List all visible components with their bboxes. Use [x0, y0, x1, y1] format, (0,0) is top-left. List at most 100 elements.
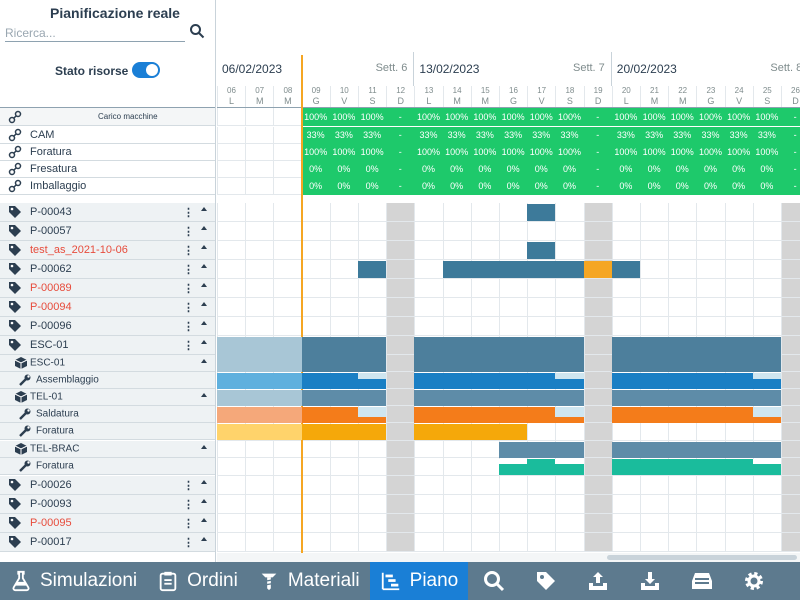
- order-row[interactable]: P-00017 ⋮: [0, 533, 215, 552]
- kebab-icon[interactable]: ⋮: [183, 537, 194, 549]
- nav-settings[interactable]: [728, 562, 780, 600]
- order-row[interactable]: P-00062 ⋮: [0, 260, 215, 279]
- order-row[interactable]: P-00043 ⋮: [0, 203, 215, 222]
- resource-row[interactable]: CAM: [0, 127, 215, 144]
- collapse-caret-icon[interactable]: [201, 537, 207, 541]
- resource-row[interactable]: Fresatura: [0, 161, 215, 178]
- collapse-caret-icon[interactable]: [201, 321, 207, 325]
- gantt-bar[interactable]: [752, 459, 781, 464]
- gantt-bar[interactable]: [611, 373, 781, 389]
- order-row[interactable]: test_as_2021-10-06 ⋮: [0, 241, 215, 260]
- sub-item-row[interactable]: TEL-01: [0, 389, 215, 406]
- gantt-bar[interactable]: [583, 261, 612, 278]
- collapse-caret-icon[interactable]: [201, 393, 207, 397]
- gantt-bar[interactable]: [358, 373, 387, 379]
- collapse-caret-icon[interactable]: [201, 480, 207, 484]
- stato-risorse-toggle[interactable]: [132, 62, 160, 78]
- resource-row[interactable]: Foratura: [0, 144, 215, 161]
- horizontal-scrollbar[interactable]: [217, 553, 800, 562]
- gantt-bar[interactable]: [301, 337, 387, 372]
- collapse-caret-icon[interactable]: [201, 283, 207, 287]
- search-input[interactable]: [5, 24, 185, 42]
- gantt-bar[interactable]: [217, 407, 302, 423]
- kebab-icon[interactable]: ⋮: [183, 321, 194, 333]
- gantt-bar[interactable]: [611, 442, 781, 458]
- gantt-bar[interactable]: [414, 390, 584, 406]
- nav-simulazioni[interactable]: Simulazioni: [0, 562, 147, 600]
- collapse-caret-icon[interactable]: [201, 518, 207, 522]
- order-row[interactable]: P-00089 ⋮: [0, 279, 215, 298]
- collapse-caret-icon[interactable]: [201, 445, 207, 449]
- order-row[interactable]: P-00094 ⋮: [0, 298, 215, 317]
- gantt-bar[interactable]: [611, 407, 781, 423]
- collapse-caret-icon[interactable]: [201, 340, 207, 344]
- kebab-icon[interactable]: ⋮: [183, 207, 194, 219]
- gantt-bar[interactable]: [358, 261, 387, 278]
- gantt-bar[interactable]: [301, 390, 387, 406]
- order-row[interactable]: P-00093 ⋮: [0, 495, 215, 514]
- gantt-bar[interactable]: [499, 442, 584, 458]
- sub-item-row[interactable]: ESC-01: [0, 355, 215, 372]
- order-row[interactable]: P-00096 ⋮: [0, 317, 215, 336]
- collapse-caret-icon[interactable]: [201, 207, 207, 211]
- kebab-icon[interactable]: ⋮: [183, 226, 194, 238]
- nav-ordini[interactable]: Ordini: [147, 562, 248, 600]
- kebab-icon[interactable]: ⋮: [183, 245, 194, 257]
- kebab-icon[interactable]: ⋮: [183, 264, 194, 276]
- gantt-bar[interactable]: [414, 407, 584, 423]
- gantt-bar[interactable]: [217, 390, 302, 406]
- nav-upload[interactable]: [572, 562, 624, 600]
- gantt-bar[interactable]: [442, 261, 584, 278]
- gantt-bar[interactable]: [527, 242, 556, 259]
- sub-item-row[interactable]: Foratura: [0, 458, 215, 475]
- collapse-caret-icon[interactable]: [201, 264, 207, 268]
- kebab-icon[interactable]: ⋮: [183, 499, 194, 511]
- gantt-bar[interactable]: [555, 407, 584, 417]
- gantt-bar[interactable]: [752, 407, 781, 417]
- gantt-bar[interactable]: [611, 337, 781, 372]
- gantt-grid[interactable]: 06/02/2023 Sett. 6 13/02/2023 Sett. 7 20/02/…: [217, 0, 800, 562]
- nav-piano[interactable]: Piano: [369, 562, 469, 600]
- gantt-bar[interactable]: [611, 459, 781, 475]
- gantt-bar[interactable]: [217, 373, 302, 389]
- gantt-bar[interactable]: [499, 459, 528, 464]
- gantt-bar[interactable]: [301, 424, 387, 440]
- gantt-bar[interactable]: [555, 459, 584, 464]
- sub-item-row[interactable]: TEL-BRAC: [0, 441, 215, 458]
- sub-item-row[interactable]: Foratura: [0, 423, 215, 440]
- gantt-bar[interactable]: [358, 407, 387, 417]
- gantt-bar[interactable]: [555, 373, 584, 379]
- gantt-bar[interactable]: [752, 373, 781, 379]
- nav-search[interactable]: [468, 562, 520, 600]
- gantt-bar[interactable]: [611, 390, 781, 406]
- nav-tags[interactable]: [520, 562, 572, 600]
- kebab-icon[interactable]: ⋮: [183, 480, 194, 492]
- resource-row[interactable]: Imballaggio: [0, 178, 215, 195]
- scrollbar-thumb[interactable]: [607, 555, 797, 560]
- collapse-caret-icon[interactable]: [201, 499, 207, 503]
- kebab-icon[interactable]: ⋮: [183, 302, 194, 314]
- collapse-caret-icon[interactable]: [201, 359, 207, 363]
- order-row[interactable]: P-00026 ⋮: [0, 476, 215, 495]
- gantt-bar[interactable]: [414, 424, 528, 440]
- kebab-icon[interactable]: ⋮: [183, 340, 194, 352]
- gantt-bar[interactable]: [611, 261, 640, 278]
- kebab-icon[interactable]: ⋮: [183, 518, 194, 530]
- order-row[interactable]: P-00095 ⋮: [0, 514, 215, 533]
- gantt-bar[interactable]: [217, 424, 302, 440]
- gantt-bar[interactable]: [414, 337, 584, 372]
- order-row[interactable]: P-00057 ⋮: [0, 222, 215, 241]
- nav-download[interactable]: [624, 562, 676, 600]
- collapse-caret-icon[interactable]: [201, 226, 207, 230]
- gantt-bar[interactable]: [527, 204, 556, 221]
- kebab-icon[interactable]: ⋮: [183, 283, 194, 295]
- nav-materiali[interactable]: Materiali: [248, 562, 370, 600]
- order-row[interactable]: ESC-01 ⋮: [0, 336, 215, 355]
- collapse-caret-icon[interactable]: [201, 302, 207, 306]
- collapse-caret-icon[interactable]: [201, 245, 207, 249]
- gantt-bar[interactable]: [217, 337, 302, 372]
- sub-item-row[interactable]: Saldatura: [0, 406, 215, 423]
- search-icon[interactable]: [189, 23, 205, 39]
- nav-archive[interactable]: [676, 562, 728, 600]
- sub-item-row[interactable]: Assemblaggio: [0, 372, 215, 389]
